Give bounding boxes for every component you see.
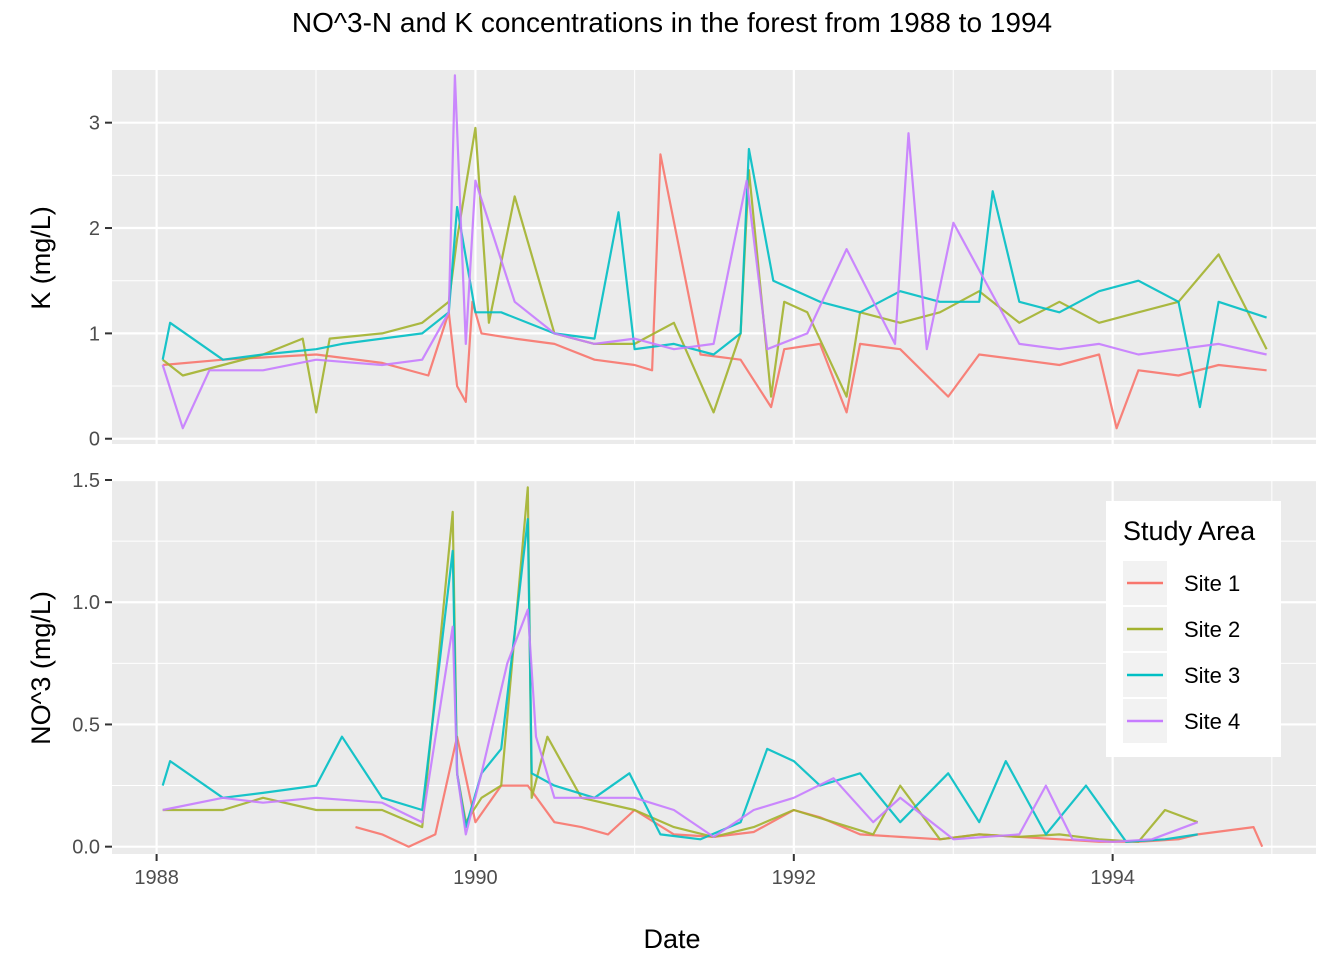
legend-label: Site 4: [1184, 709, 1240, 734]
panel-no3-series: [161, 486, 1264, 848]
y-tick-label: 1: [89, 323, 100, 345]
legend: Study Area Site 1 Site 2 Site 3 Site 4: [1106, 501, 1281, 757]
series-line-site-4: [161, 74, 1267, 430]
panel-k-background: [112, 70, 1316, 444]
panel-k-y-ticks: 0 1 2 3: [89, 113, 112, 451]
series-line-site-1: [162, 153, 1267, 430]
y-tick-label: 3: [89, 113, 100, 135]
series-line-site-3: [161, 147, 1267, 409]
y-tick-label: 2: [89, 218, 100, 240]
y-tick-label: 0: [89, 429, 100, 451]
x-tick-label: 1994: [1090, 867, 1135, 889]
legend-entries: Site 1 Site 2 Site 3 Site 4: [1123, 561, 1240, 743]
legend-label: Site 3: [1184, 663, 1240, 688]
panel-no3-y-ticks: 0.0 0.5 1.0 1.5: [72, 470, 112, 859]
x-tick-label: 1988: [134, 867, 179, 889]
legend-title: Study Area: [1123, 516, 1256, 546]
x-axis-title: Date: [643, 924, 700, 954]
panel-k-series: [161, 74, 1268, 430]
x-axis-ticks: 1988 1990 1992 1994: [134, 854, 1135, 889]
series-line-site-2: [162, 126, 1268, 414]
series-line-site-2: [162, 486, 1199, 843]
y-axis-title-no3: NO^3 (mg/L): [26, 591, 56, 745]
chart-title: NO^3-N and K concentrations in the fores…: [292, 7, 1052, 38]
y-tick-label: 1.5: [72, 470, 100, 492]
series-line-site-3: [161, 517, 1198, 843]
y-tick-label: 0.5: [72, 714, 100, 736]
x-tick-label: 1992: [772, 867, 817, 889]
legend-label: Site 2: [1184, 617, 1240, 642]
y-axis-title-k: K (mg/L): [26, 206, 56, 310]
panel-k-grid: [112, 70, 1316, 444]
legend-label: Site 1: [1184, 571, 1240, 596]
panel-k: 0 1 2 3 K (mg/L): [26, 70, 1316, 451]
x-tick-label: 1990: [453, 867, 498, 889]
y-tick-label: 1.0: [72, 592, 100, 614]
y-tick-label: 0.0: [72, 837, 100, 859]
series-line-site-4: [162, 608, 1199, 843]
